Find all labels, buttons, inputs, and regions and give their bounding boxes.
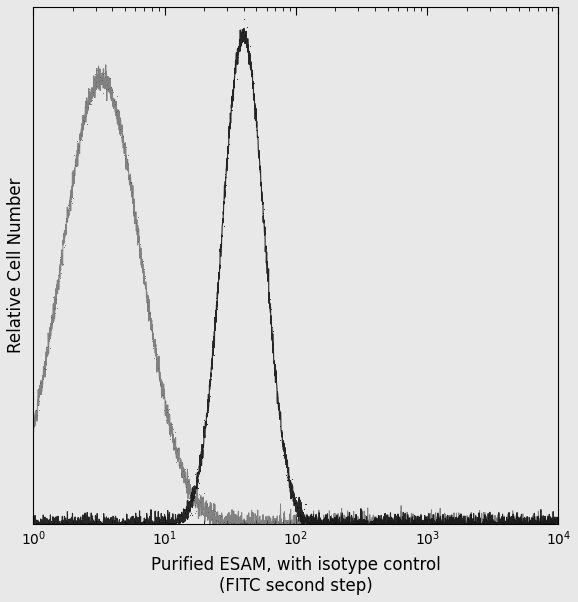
Y-axis label: Relative Cell Number: Relative Cell Number bbox=[7, 178, 25, 353]
X-axis label: Purified ESAM, with isotype control
(FITC second step): Purified ESAM, with isotype control (FIT… bbox=[151, 556, 440, 595]
